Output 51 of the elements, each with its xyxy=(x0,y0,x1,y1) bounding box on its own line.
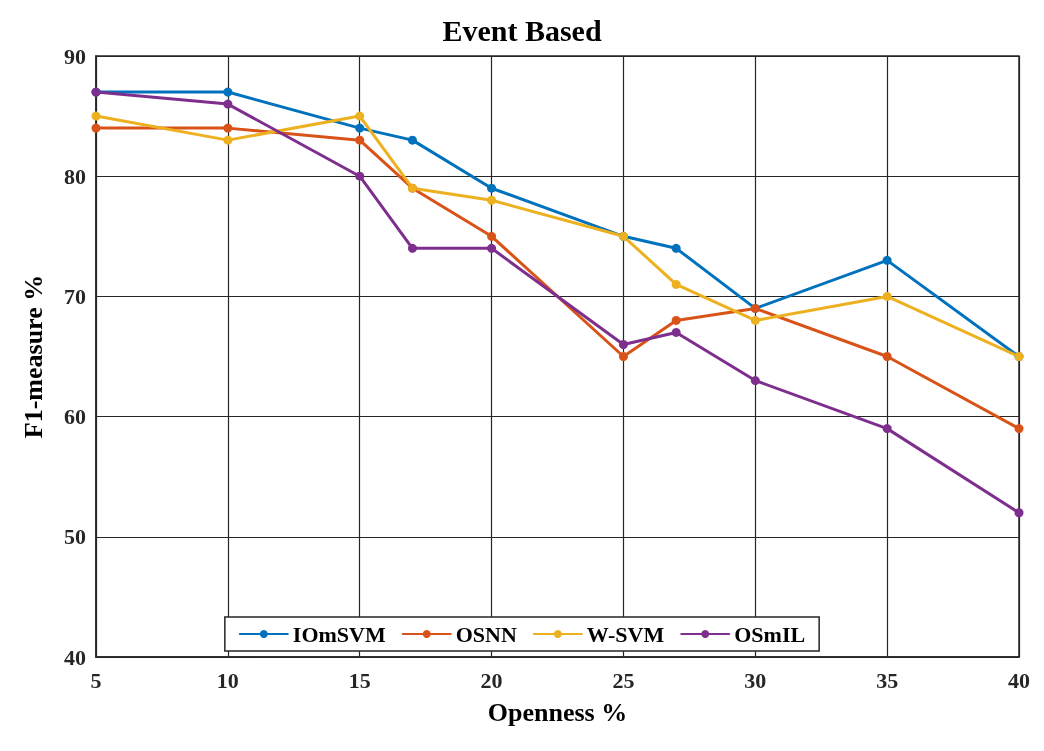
x-tick-label: 10 xyxy=(216,667,239,693)
point xyxy=(882,424,892,434)
point xyxy=(671,327,681,337)
point xyxy=(407,243,417,253)
point xyxy=(882,255,892,265)
point xyxy=(671,243,681,253)
point xyxy=(487,183,497,193)
y-tick-label: 70 xyxy=(64,283,86,309)
legend-label: IOmSVM xyxy=(292,621,386,647)
point xyxy=(671,315,681,325)
point xyxy=(407,135,417,145)
x-tick-label: 20 xyxy=(480,667,503,693)
x-tick-label: 35 xyxy=(876,667,899,693)
x-axis-title: Openness % xyxy=(487,697,628,727)
legend-label: W-SVM xyxy=(586,621,665,647)
y-tick-label: 60 xyxy=(64,404,86,430)
point xyxy=(618,339,628,349)
point xyxy=(223,123,233,133)
point xyxy=(355,135,365,145)
x-tick-label: 30 xyxy=(744,667,767,693)
chart-title: Event Based xyxy=(442,13,602,47)
y-tick-label: 40 xyxy=(64,644,86,670)
point xyxy=(223,87,233,97)
y-axis-title: F1-measure % xyxy=(18,274,48,439)
legend-label: OSNN xyxy=(455,621,517,647)
x-tick-label: 5 xyxy=(90,667,102,693)
point xyxy=(223,99,233,109)
y-tick-label: 80 xyxy=(64,163,86,189)
point xyxy=(487,243,497,253)
x-tick-label: 25 xyxy=(612,667,635,693)
legend-label: OSmIL xyxy=(734,621,806,647)
point xyxy=(223,135,233,145)
point xyxy=(1014,508,1024,518)
point xyxy=(671,279,681,289)
point xyxy=(355,123,365,133)
y-tick-label: 90 xyxy=(64,43,86,69)
point xyxy=(355,171,365,181)
point xyxy=(91,123,101,133)
point xyxy=(91,111,101,121)
x-tick-label: 15 xyxy=(348,667,371,693)
point xyxy=(882,352,892,361)
point xyxy=(882,291,892,301)
point xyxy=(487,231,497,241)
point xyxy=(750,376,760,386)
point xyxy=(355,111,365,121)
point xyxy=(750,315,760,325)
y-tick-label: 50 xyxy=(64,524,86,550)
point xyxy=(487,195,497,205)
x-tick-label: 40 xyxy=(1008,667,1030,693)
point xyxy=(1014,424,1024,434)
point xyxy=(618,352,628,361)
